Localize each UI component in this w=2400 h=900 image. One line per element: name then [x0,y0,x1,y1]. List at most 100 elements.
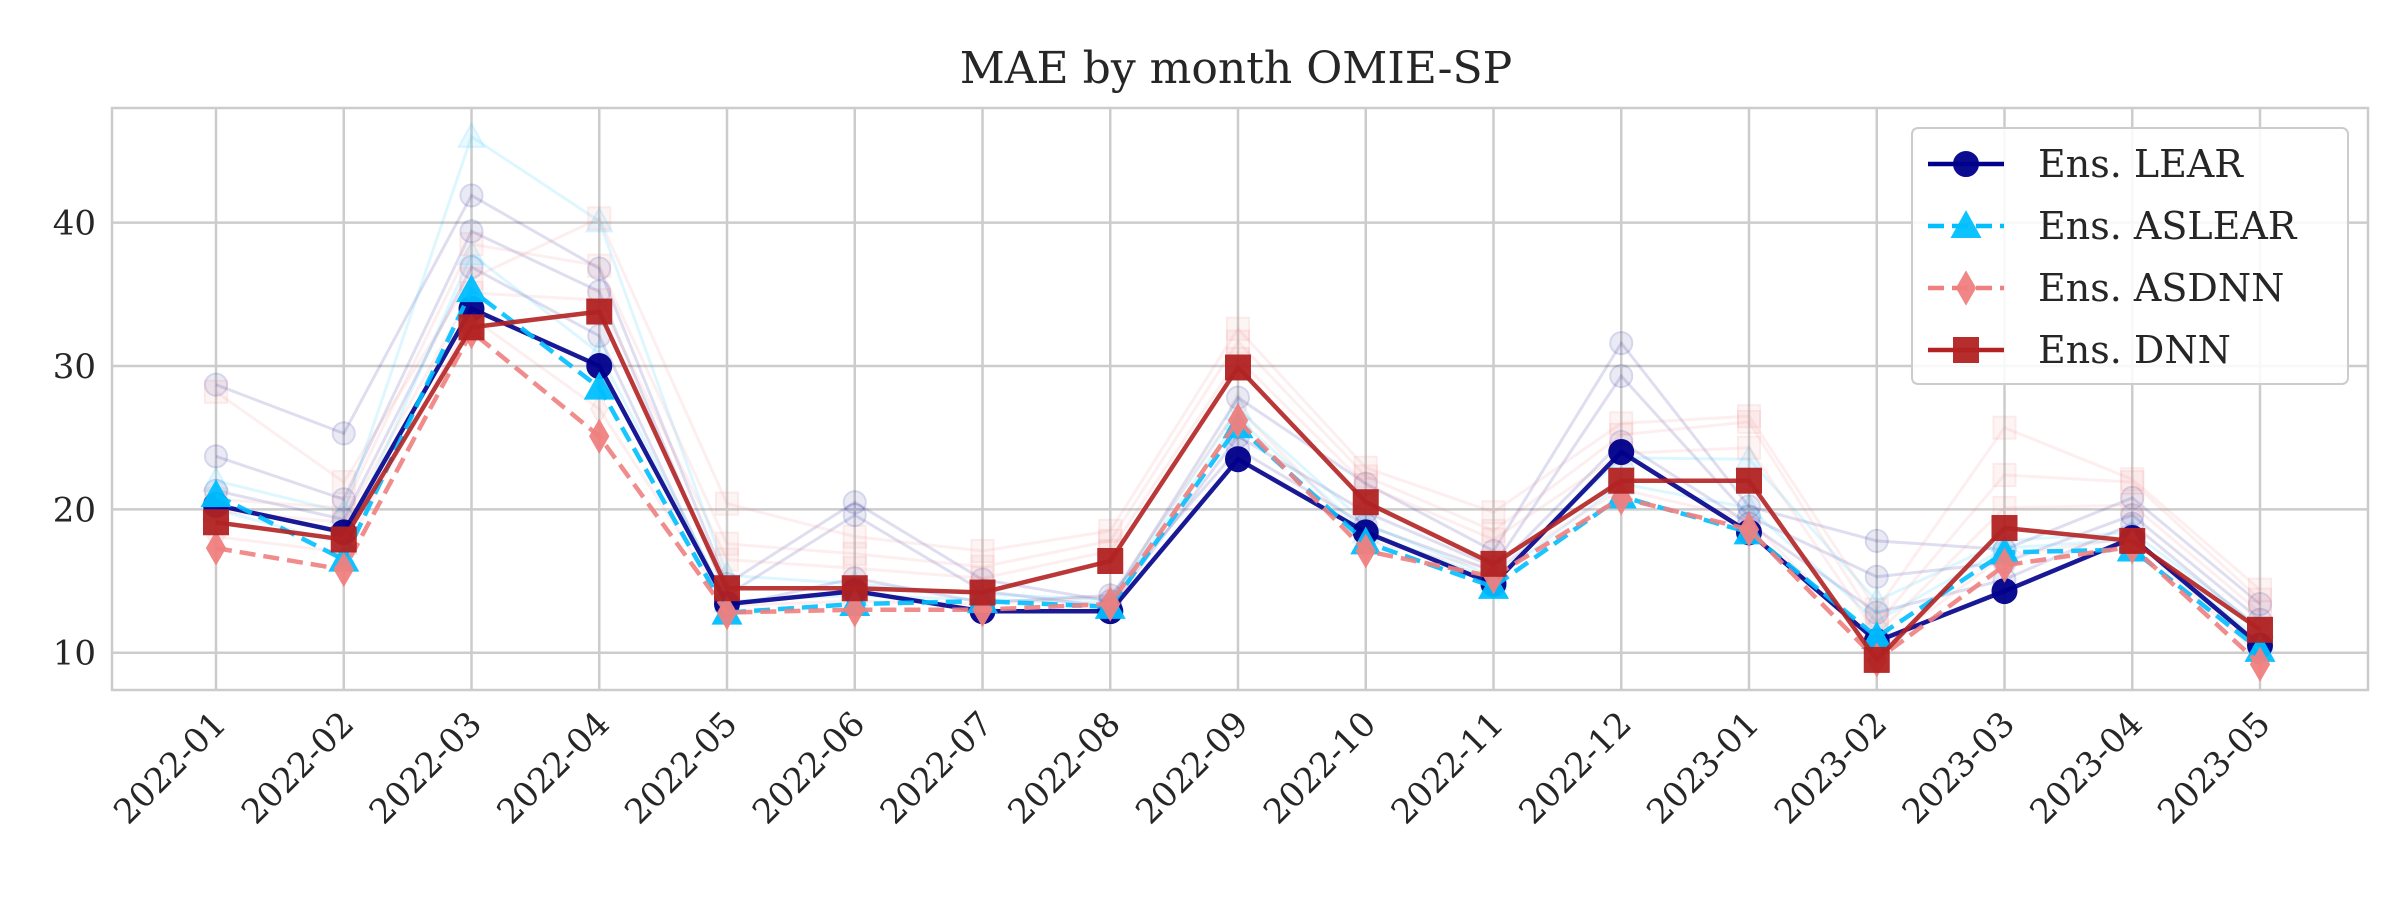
series-marker [1227,402,1249,439]
x-tick-label: 2023-04 [2022,704,2150,832]
legend-label: Ens. ASLEAR [2038,204,2298,248]
series-marker [1608,439,1635,466]
background-series-marker [2248,591,2272,616]
background-series-marker [1226,316,1250,341]
background-series-marker [2120,493,2145,518]
background-series-marker [331,487,356,512]
legend: Ens. LEAR Ens. ASLEAR Ens. ASDNN Ens. DNN [1911,127,2349,385]
x-tick-label: 2022-05 [617,704,745,832]
x-tick-label: 2022-07 [873,704,1001,832]
x-tick-label: 2023-05 [2150,704,2278,832]
background-series-marker [1864,528,1889,553]
background-series-marker [204,372,228,397]
background-series-marker [970,538,995,563]
background-series-marker [1098,518,1123,543]
x-tick-label: 2022-08 [1000,704,1128,832]
background-series-marker [587,256,612,281]
background-series-marker [1864,597,1889,622]
series-marker [589,418,610,454]
x-tick-label: 2022-04 [489,704,617,832]
series-marker [716,594,738,631]
x-tick-label: 2022-03 [362,704,490,832]
background-series-marker [584,206,614,233]
legend-marker [1953,337,1979,363]
main-series-layer [200,274,2276,682]
x-tick-label: 2022-10 [1256,704,1384,832]
background-series-marker [1864,564,1889,589]
background-series-marker [970,554,995,579]
legend-marker [1955,270,1977,306]
background-series-marker [2120,470,2145,495]
background-series-marker [2120,485,2145,510]
x-tick-label: 2022-12 [1511,704,1639,832]
x-tick-label: 2023-02 [1767,704,1895,832]
background-series-marker [842,541,867,566]
x-tick-label: 2022-02 [234,704,362,832]
y-tick-label: 30 [53,347,96,387]
background-series-marker [1992,415,2017,440]
series-marker [456,274,487,303]
background-series-marker [1737,404,1761,429]
background-series-marker [1737,409,1761,434]
series-marker [2119,527,2146,554]
legend-marker [1950,210,1982,239]
series-marker [1994,547,2015,583]
background-series-marker [587,206,612,231]
background-series-marker [842,490,867,515]
background-series-marker [842,503,867,528]
background-series-marker [2248,587,2272,612]
background-series-marker [715,491,739,516]
legend-label: Ens. DNN [2038,328,2231,372]
background-series-marker [331,421,356,446]
series-marker [200,479,232,508]
background-series-marker [1226,329,1250,354]
series-marker [2247,616,2273,643]
background-series-marker [459,232,484,257]
series-marker [458,314,485,341]
background-series-marker [1609,331,1634,356]
x-tick-label: 2023-01 [1639,704,1767,832]
background-series-marker [1353,455,1378,480]
background-series-marker [715,531,739,556]
background-series-marker [1353,464,1378,489]
x-tick-label: 2023-03 [1895,704,2023,832]
series-marker [2249,646,2271,682]
series-marker [969,579,996,606]
series-marker [844,592,865,628]
series-marker [583,371,615,400]
background-series-marker [459,183,484,208]
legend-label: Ens. LEAR [2038,142,2244,186]
series-marker [1355,533,1376,569]
x-tick-label: 2022-06 [745,704,873,832]
y-tick-label: 40 [53,204,96,244]
x-tick-label: 2022-01 [106,704,234,832]
background-series-marker [331,495,356,520]
series-line [215,328,2262,666]
series-marker [205,530,227,566]
background-series-marker [1481,518,1506,543]
background-series-marker [587,253,612,278]
background-series-marker [1609,411,1634,436]
background-series-marker [2248,577,2272,602]
series-marker [1863,646,1890,673]
y-tick-label: 20 [53,490,96,530]
background-series-line [215,193,2261,606]
legend-label: Ens. ASDNN [2038,266,2284,310]
series-marker [1480,550,1507,577]
background-series-marker [204,444,228,469]
series-marker [1736,467,1762,494]
series-marker [1738,511,1760,548]
background-series-marker [842,524,867,549]
series-marker [841,575,868,602]
background-series-marker [1992,462,2017,487]
chart-title: MAE by month OMIE-SP [960,43,1513,94]
background-series-line [215,216,2261,613]
series-marker [1991,515,2018,542]
background-series-marker [457,121,486,148]
legend-marker [1953,151,1979,177]
background-series-marker [2120,467,2145,492]
series-marker [1100,586,1121,622]
background-series-marker [1481,500,1506,525]
background-series-marker [457,239,486,266]
series-marker [333,551,354,588]
